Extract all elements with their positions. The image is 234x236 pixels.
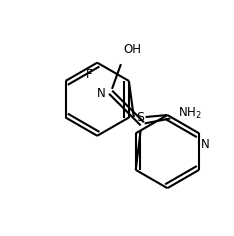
Text: NH$_2$: NH$_2$ [178, 106, 202, 121]
Text: S: S [136, 110, 144, 123]
Text: N: N [97, 87, 106, 100]
Text: N: N [201, 138, 210, 151]
Text: F: F [86, 67, 92, 81]
Text: OH: OH [124, 43, 142, 56]
